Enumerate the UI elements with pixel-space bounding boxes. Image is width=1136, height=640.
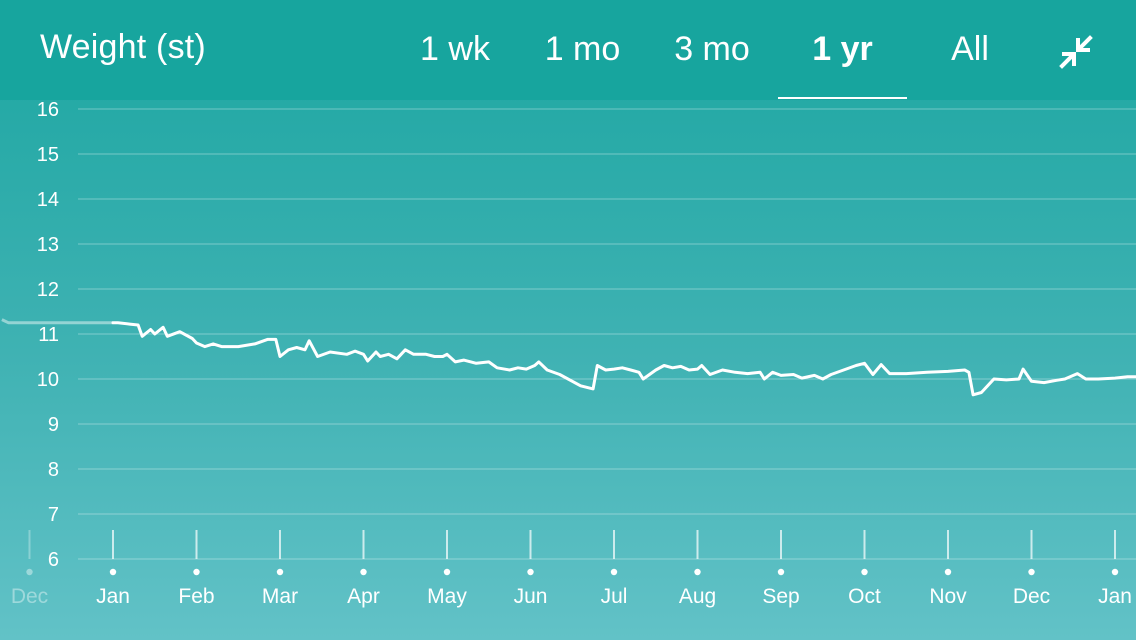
series-line [111, 321, 1136, 397]
chart-header: Weight (st) 1 wk 1 mo 3 mo 1 yr All [0, 0, 1136, 100]
y-tick-label: 9 [48, 414, 59, 436]
x-tick-label[interactable]: Nov [929, 585, 967, 608]
x-tick-dot [527, 568, 534, 576]
y-tick-label: 6 [48, 549, 59, 571]
x-tick-label[interactable]: Dec [11, 585, 48, 608]
tab-1-week[interactable]: 1 wk [420, 30, 490, 68]
x-tick-dot [777, 568, 785, 576]
tab-3-months[interactable]: 3 mo [674, 30, 750, 68]
x-tick-label[interactable]: Sep [762, 585, 799, 608]
x-tick-label[interactable]: Jan [1098, 585, 1132, 608]
x-tick-dot [1028, 568, 1035, 576]
y-tick-label: 7 [48, 504, 59, 526]
x-tick-label[interactable]: Jan [96, 585, 130, 608]
collapse-arrows-icon [1059, 35, 1093, 69]
x-tick-label[interactable]: Oct [848, 585, 881, 608]
x-tick-label[interactable]: Jul [601, 585, 628, 608]
active-tab-indicator [778, 97, 907, 99]
x-tick-label[interactable]: May [427, 585, 467, 608]
y-tick-label: 14 [37, 189, 59, 211]
y-tick-label: 12 [37, 279, 59, 301]
tab-1-year[interactable]: 1 yr [812, 30, 873, 68]
x-tick-label[interactable]: Feb [178, 585, 214, 608]
x-tick-dot [109, 568, 117, 576]
y-tick-label: 13 [37, 234, 59, 256]
x-tick-dot [276, 568, 284, 576]
x-tick-dot [944, 568, 952, 576]
tab-all[interactable]: All [951, 30, 989, 68]
x-tick-dot [443, 568, 451, 576]
x-tick-label[interactable]: Dec [1013, 585, 1050, 608]
y-tick-label: 15 [37, 144, 59, 166]
page-title: Weight (st) [40, 28, 206, 66]
chart-grid [78, 108, 1136, 560]
x-tick-label[interactable]: Apr [347, 585, 380, 608]
collapse-button[interactable] [1056, 32, 1096, 72]
x-axis: Dec Jan Feb Mar Apr May Jun Jul Aug Sep Oct Nov Dec J… [11, 530, 1132, 608]
x-tick-dot [1111, 568, 1119, 576]
y-tick-label: 10 [37, 369, 59, 391]
x-tick-dot [360, 568, 367, 576]
series-line-previous [1, 318, 113, 325]
x-tick-dot [193, 568, 200, 576]
y-axis: 6 7 8 9 10 11 12 13 14 15 16 [37, 99, 59, 571]
y-tick-label: 16 [37, 99, 59, 121]
y-tick-label: 8 [48, 459, 59, 481]
y-tick-label: 11 [38, 324, 59, 346]
x-tick-dot [610, 568, 618, 576]
x-tick-dot [694, 568, 701, 576]
x-tick-dot [26, 568, 33, 576]
x-tick-label[interactable]: Aug [679, 585, 716, 608]
x-tick-dot [861, 568, 868, 576]
tab-1-month[interactable]: 1 mo [544, 30, 621, 68]
x-tick-label[interactable]: Jun [514, 585, 548, 608]
x-tick-label[interactable]: Mar [262, 585, 298, 608]
